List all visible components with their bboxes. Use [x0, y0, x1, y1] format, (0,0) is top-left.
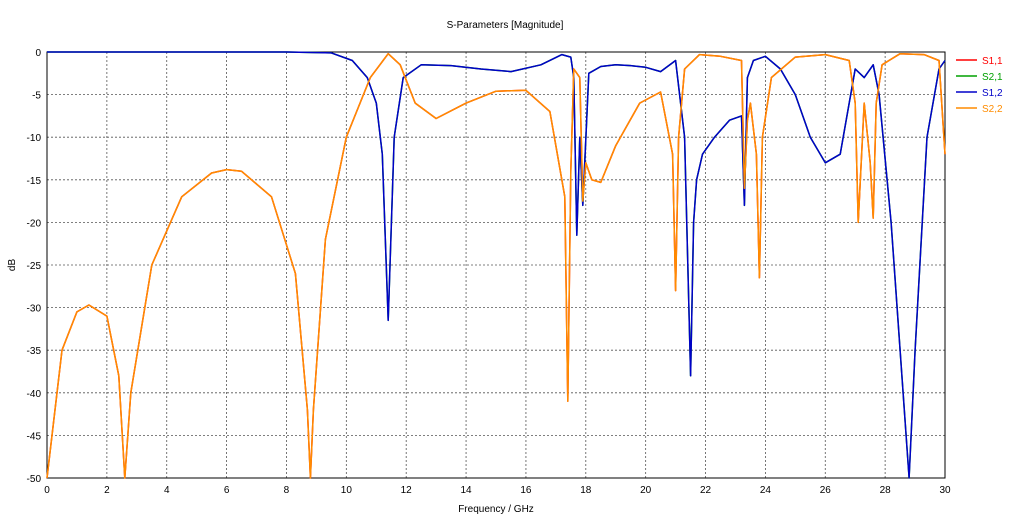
x-tick-label: 14: [461, 485, 473, 496]
grid: [47, 52, 945, 478]
series-line-4: [46, 52, 946, 479]
x-tick-label: 8: [284, 485, 290, 496]
legend-label: S1,1: [982, 56, 1003, 67]
x-tick-label: 24: [760, 485, 772, 496]
y-tick-label: -5: [32, 91, 41, 102]
x-tick-label: 16: [520, 485, 532, 496]
legend-label: S1,2: [982, 88, 1003, 99]
y-tick-label: -30: [27, 304, 42, 315]
y-tick-label: -50: [27, 474, 42, 485]
series-line-1: [46, 52, 946, 479]
x-tick-label: 4: [164, 485, 170, 496]
series-lines: [46, 51, 946, 479]
x-axis-label: Frequency / GHz: [458, 504, 534, 515]
y-tick-label: -40: [27, 389, 42, 400]
x-tick-label: 12: [401, 485, 413, 496]
y-tick-label: -35: [27, 346, 42, 357]
x-tick-label: 6: [224, 485, 230, 496]
x-tick-label: 26: [820, 485, 832, 496]
y-tick-label: -20: [27, 218, 42, 229]
y-tick-label: -25: [27, 261, 42, 272]
y-tick-label: -10: [27, 133, 42, 144]
y-tick-labels: 0 -5 -10 -15 -20 -25 -30 -35 -40 -45 -50: [27, 48, 42, 485]
x-tick-label: 0: [44, 485, 50, 496]
legend-label: S2,1: [982, 72, 1003, 83]
y-tick-label: -45: [27, 431, 42, 442]
x-tick-label: 22: [700, 485, 712, 496]
y-axis-label: dB: [7, 259, 18, 272]
x-tick-labels: 0 2 4 6 8 10 12 14 16 18 20 22 24 26 28 30: [44, 485, 951, 496]
plot-frame: [46, 51, 946, 479]
x-tick-label: 10: [341, 485, 353, 496]
y-tick-label: 0: [35, 48, 41, 59]
legend: S1,1 S2,1 S1,2 S2,2: [956, 56, 1003, 115]
chart-title: S-Parameters [Magnitude]: [447, 20, 564, 31]
x-tick-label: 20: [640, 485, 652, 496]
series-line-3: [47, 51, 946, 479]
y-tick-label: -15: [27, 176, 42, 187]
x-tick-label: 30: [939, 485, 951, 496]
x-tick-label: 28: [880, 485, 892, 496]
x-tick-label: 18: [580, 485, 592, 496]
legend-label: S2,2: [982, 104, 1003, 115]
x-tick-label: 2: [104, 485, 110, 496]
